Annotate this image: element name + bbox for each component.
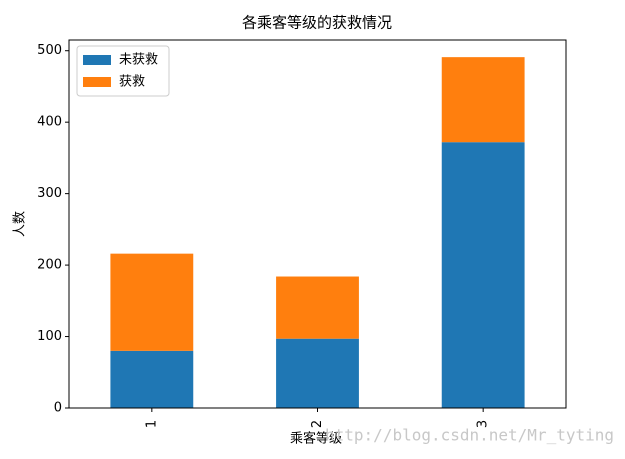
bar: [441, 142, 525, 408]
x-axis-label: 乘客等级: [290, 431, 342, 447]
legend-swatch: [83, 55, 111, 65]
y-tick-label: 200: [37, 258, 62, 273]
bar: [276, 338, 359, 408]
y-tick-label: 0: [54, 401, 62, 416]
legend-label: 获救: [119, 74, 145, 90]
x-tick-label: 3: [476, 420, 491, 428]
y-tick-label: 100: [37, 329, 62, 344]
bar: [276, 276, 359, 339]
y-tick-label: 500: [37, 43, 62, 58]
y-axis-label: 人数: [13, 211, 28, 237]
bar: [441, 57, 525, 143]
chart-title: 各乘客等级的获救情况: [242, 14, 392, 32]
watermark: http://blog.csdn.net/Mr_tyting: [325, 426, 614, 445]
plot-frame: [68, 39, 567, 409]
legend-swatch: [83, 77, 111, 87]
bar: [110, 253, 194, 351]
x-tick-label: 2: [310, 420, 325, 428]
legend-label: 未获救: [119, 52, 158, 68]
y-tick-label: 400: [37, 115, 62, 130]
y-tick-label: 300: [37, 186, 62, 201]
bar: [110, 350, 194, 408]
x-tick-label: 1: [144, 420, 159, 428]
